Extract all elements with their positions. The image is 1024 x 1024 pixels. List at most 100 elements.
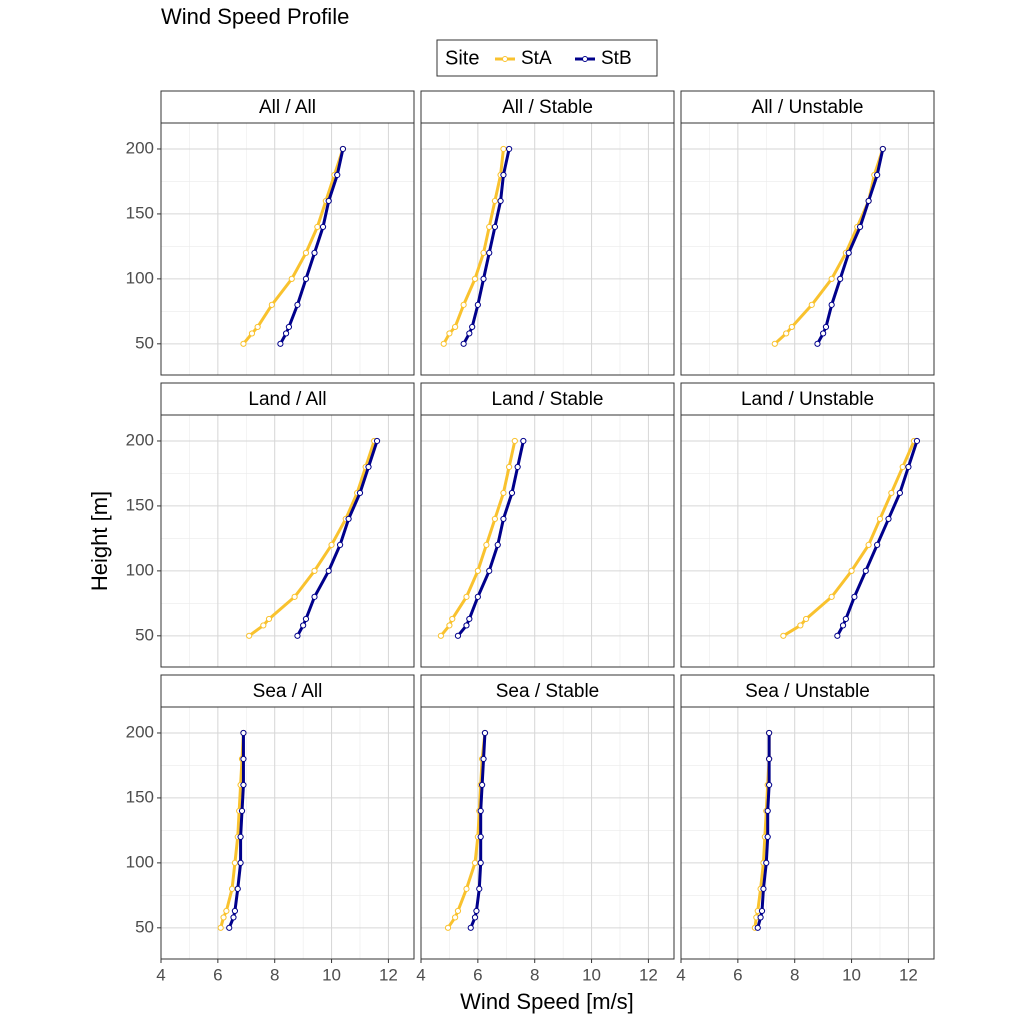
legend-title: Site bbox=[445, 47, 479, 69]
data-point bbox=[905, 463, 912, 471]
facet-strip bbox=[420, 382, 675, 416]
data-point bbox=[820, 330, 827, 337]
facet-strip bbox=[680, 90, 935, 124]
data-point bbox=[865, 197, 872, 205]
series-line bbox=[469, 732, 487, 929]
data-point bbox=[760, 885, 767, 892]
data-point bbox=[508, 489, 516, 497]
data-point bbox=[302, 615, 310, 623]
data-point bbox=[311, 249, 318, 256]
data-point bbox=[467, 924, 474, 931]
data-point bbox=[336, 541, 344, 548]
panel-background bbox=[421, 415, 674, 667]
data-point bbox=[231, 907, 239, 915]
panel-background bbox=[681, 707, 934, 959]
x-tick-label: 4 bbox=[416, 965, 425, 984]
facet-strip bbox=[420, 674, 675, 708]
data-point bbox=[766, 781, 773, 789]
y-axis-label: Height [m] bbox=[87, 491, 112, 591]
data-point bbox=[879, 145, 886, 153]
data-point bbox=[474, 301, 481, 308]
x-tick-label: 10 bbox=[582, 965, 601, 984]
data-point bbox=[463, 885, 470, 892]
data-point bbox=[230, 914, 237, 921]
data-point bbox=[486, 249, 493, 256]
data-point bbox=[265, 615, 273, 623]
data-point bbox=[300, 622, 307, 629]
series-line bbox=[219, 732, 245, 929]
x-tick-label: 8 bbox=[530, 965, 539, 984]
data-point bbox=[856, 223, 864, 231]
data-point bbox=[834, 632, 841, 639]
data-point bbox=[808, 301, 815, 308]
x-tick-label: 4 bbox=[676, 965, 685, 984]
facet-title: Land / Unstable bbox=[741, 389, 874, 410]
data-point bbox=[444, 924, 452, 931]
data-point bbox=[469, 323, 476, 331]
data-point bbox=[446, 622, 453, 629]
facet-strip bbox=[160, 90, 415, 124]
data-point bbox=[228, 885, 236, 892]
data-point bbox=[440, 340, 447, 347]
data-point bbox=[311, 567, 318, 574]
data-point bbox=[896, 489, 903, 497]
legend-box bbox=[436, 39, 658, 77]
data-point bbox=[783, 330, 790, 337]
data-point bbox=[828, 593, 835, 600]
data-point bbox=[494, 541, 501, 548]
data-point bbox=[477, 807, 484, 815]
data-point bbox=[268, 301, 275, 308]
data-point bbox=[874, 541, 881, 548]
data-point bbox=[452, 914, 459, 921]
data-point bbox=[463, 622, 470, 629]
data-point bbox=[311, 593, 318, 600]
facet-title: Land / Stable bbox=[492, 389, 604, 410]
data-point bbox=[466, 615, 473, 623]
data-point bbox=[479, 781, 486, 789]
x-tick-label: 12 bbox=[379, 965, 398, 984]
data-point bbox=[514, 463, 521, 471]
series-line bbox=[816, 148, 885, 345]
data-point bbox=[237, 833, 244, 840]
series-line bbox=[248, 440, 376, 638]
y-tick-label: 50 bbox=[135, 917, 154, 936]
data-point bbox=[491, 197, 499, 205]
data-point bbox=[237, 859, 244, 866]
y-tick-label: 100 bbox=[126, 852, 154, 871]
data-point bbox=[511, 437, 518, 445]
data-point bbox=[788, 323, 795, 331]
y-tick-label: 200 bbox=[126, 138, 154, 157]
data-point bbox=[506, 463, 513, 471]
data-point bbox=[477, 859, 484, 866]
series-line bbox=[756, 732, 771, 929]
data-point bbox=[454, 632, 462, 639]
data-point bbox=[373, 437, 381, 445]
data-point bbox=[476, 885, 483, 892]
data-point bbox=[491, 515, 499, 523]
data-point bbox=[339, 145, 347, 153]
panel-background bbox=[161, 415, 414, 667]
data-point bbox=[319, 223, 327, 231]
facet-title: All / Unstable bbox=[752, 97, 864, 118]
data-point bbox=[480, 249, 487, 256]
data-point bbox=[780, 632, 787, 639]
data-point bbox=[771, 340, 778, 347]
x-tick-label: 8 bbox=[270, 965, 279, 984]
facet-title: Sea / Stable bbox=[496, 681, 600, 702]
series-line bbox=[279, 148, 345, 345]
data-point bbox=[497, 197, 504, 205]
data-point bbox=[302, 275, 310, 282]
data-point bbox=[520, 437, 527, 445]
facet-strip bbox=[680, 382, 935, 416]
data-point bbox=[471, 275, 479, 282]
series-line bbox=[227, 732, 245, 929]
series-line bbox=[782, 440, 916, 638]
data-point bbox=[463, 593, 470, 600]
data-point bbox=[899, 463, 906, 471]
panel-background bbox=[161, 123, 414, 375]
facet-title: Sea / All bbox=[253, 681, 323, 702]
series-line bbox=[456, 440, 525, 637]
data-point bbox=[797, 622, 804, 629]
x-tick-label: 4 bbox=[156, 965, 165, 984]
data-point bbox=[876, 515, 884, 523]
